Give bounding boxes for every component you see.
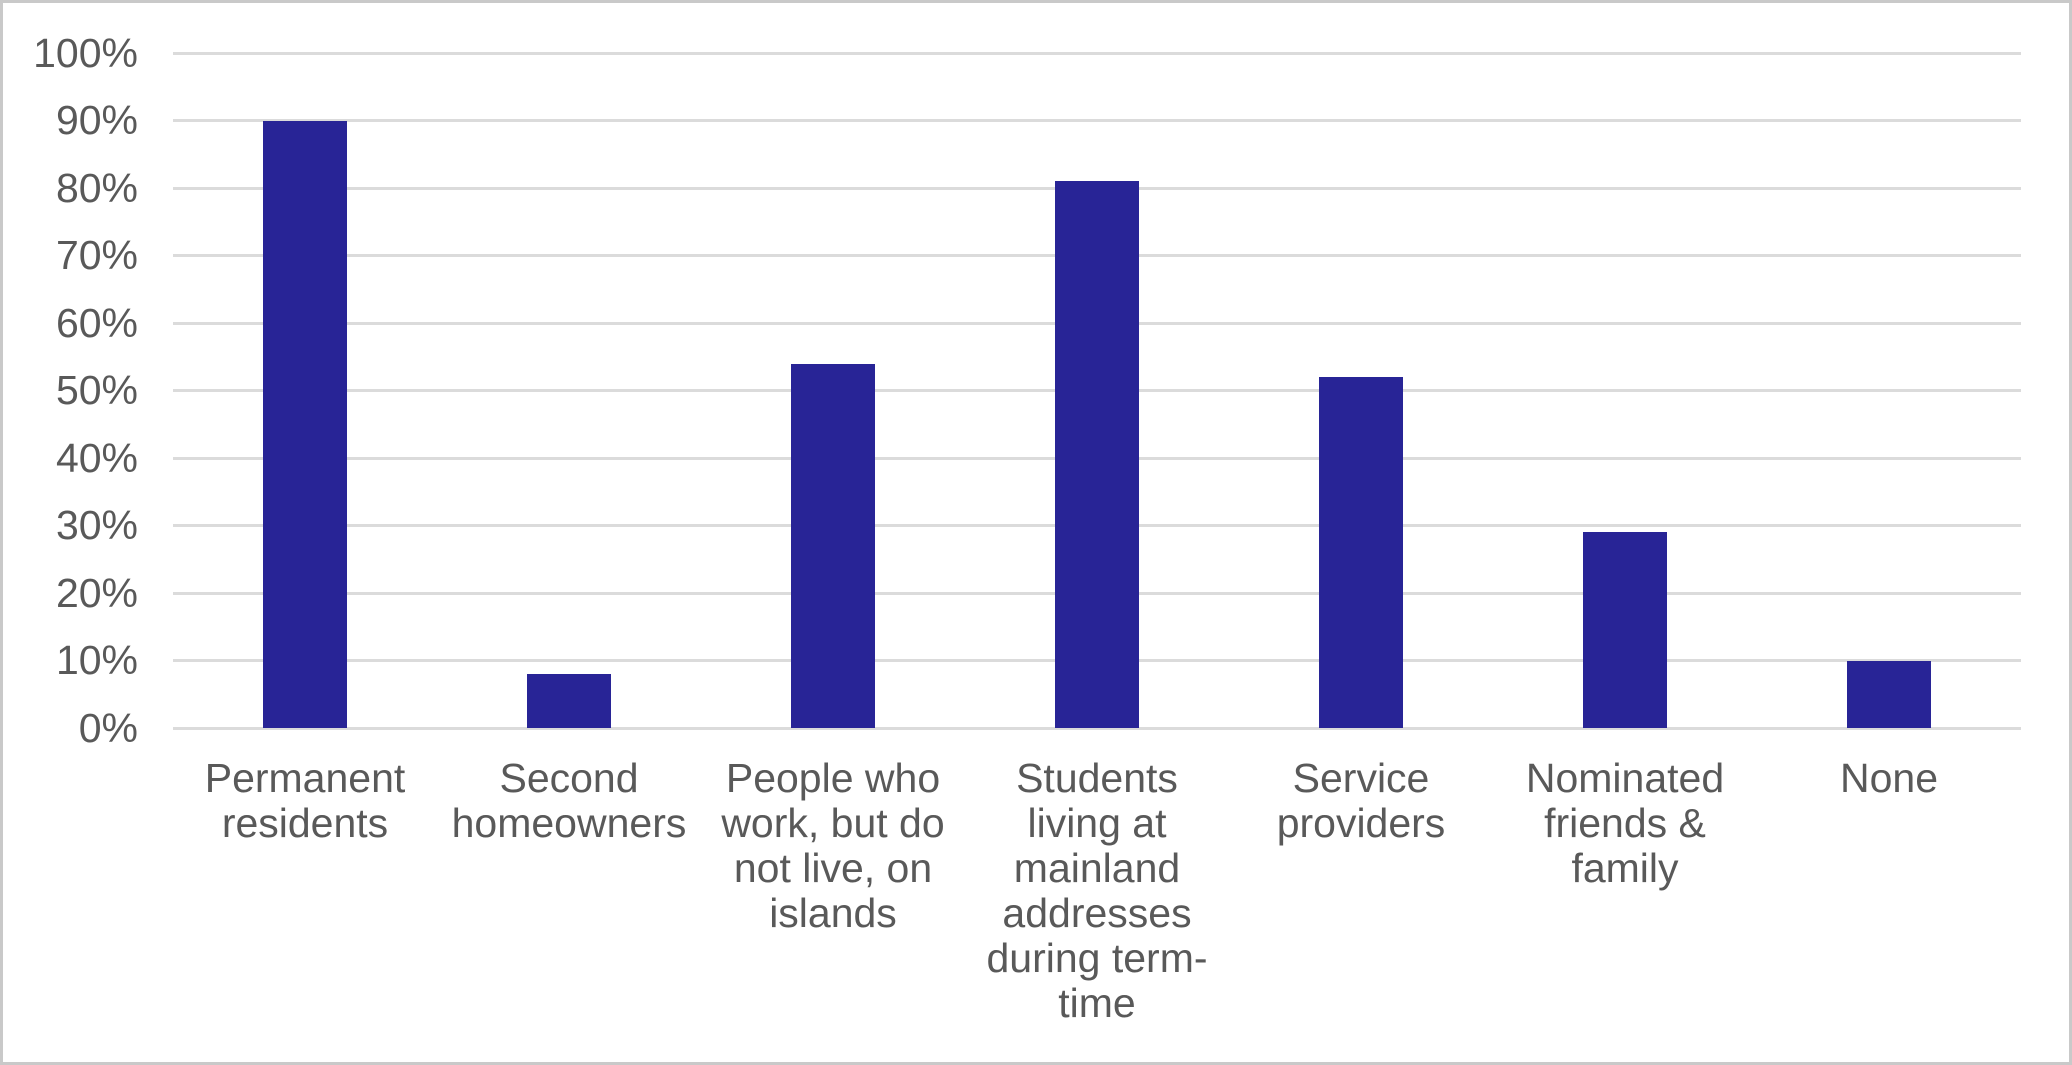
y-tick-label: 20%: [55, 569, 138, 616]
y-axis: 0% 10% 20% 30% 40% 50% 60% 70% 80% 90% 100%: [3, 30, 138, 750]
bars: [173, 53, 2021, 728]
category-label: People who work, but do not live, on isl…: [721, 755, 945, 936]
y-tick-label: 100%: [33, 29, 138, 76]
y-tick-label: 70%: [55, 232, 138, 278]
bar-slot: [173, 53, 437, 728]
bar: [791, 363, 875, 728]
bar-slot: [965, 53, 1229, 728]
bar: [527, 674, 611, 728]
category-label: Service providers: [1276, 755, 1446, 846]
y-tick-label: 80%: [55, 164, 138, 211]
y-tick-label: 90%: [55, 97, 138, 143]
category-label: Students living at mainland addresses du…: [986, 755, 1208, 1026]
plot-area: [173, 51, 2021, 730]
category-label: Permanent residents: [204, 755, 406, 846]
bar: [1055, 181, 1139, 728]
bar-slot: [701, 53, 965, 728]
y-tick-label: 0%: [78, 704, 138, 751]
bar-slot: [1757, 53, 2021, 728]
bar: [1319, 377, 1403, 728]
bar-slot: [1229, 53, 1493, 728]
category-label: Nominated friends & family: [1525, 755, 1725, 891]
category-label: None: [1839, 755, 1938, 801]
y-tick-label: 60%: [55, 299, 138, 346]
category-label: Second homeowners: [451, 755, 687, 846]
gridline: [173, 119, 2021, 122]
gridline: [173, 51, 2021, 55]
y-tick-label: 50%: [55, 367, 138, 413]
y-tick-label: 30%: [55, 502, 138, 548]
x-axis: Permanent residents Second homeowners Peop…: [173, 756, 2021, 1026]
y-tick-label: 40%: [55, 434, 138, 481]
bar: [1583, 532, 1667, 728]
gridline: [173, 726, 2021, 730]
bar: [263, 120, 347, 728]
bar: [1847, 660, 1931, 728]
bar-slot: [437, 53, 701, 728]
y-tick-label: 10%: [55, 637, 138, 683]
bar-slot: [1493, 53, 1757, 728]
